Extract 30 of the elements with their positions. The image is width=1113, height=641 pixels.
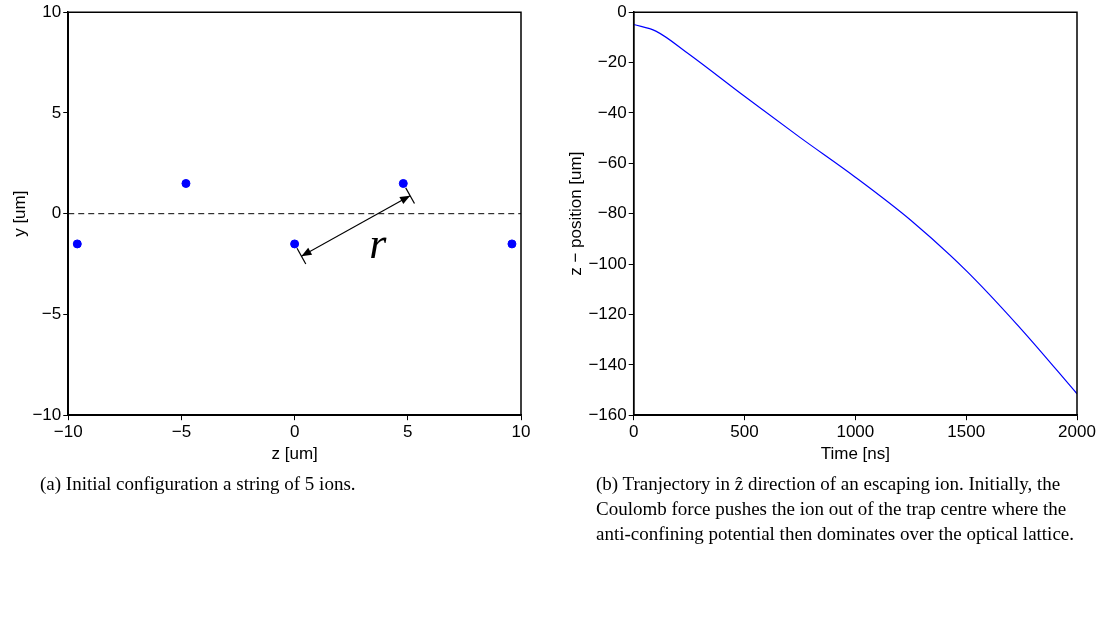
y-axis-title: y [um]: [9, 190, 29, 237]
y-tick-label: −60: [597, 153, 627, 173]
y-tick-label: 0: [617, 1, 627, 21]
y-tick-label: 10: [42, 1, 62, 21]
x-axis-title: Time [ns]: [820, 444, 890, 464]
text: (b) Tranjectory in ẑ direction of an escaping ion. Initially, the Coulomb force pushes the ion out of the trap centre where the anti-confining potential then dominates over the optical lattice.: [596, 472, 1075, 546]
y-tick-label: −80: [597, 203, 627, 223]
y-tick-label: −100: [588, 253, 627, 273]
line-series: [633, 23, 1077, 395]
y-axis-title: z − position [um]: [565, 151, 585, 276]
y-tick-label: −40: [597, 102, 627, 122]
x-tick-label: 1000: [836, 422, 875, 442]
x-tick-label: 0: [289, 422, 300, 442]
annotation: r: [369, 218, 388, 268]
y-tick-label: −140: [588, 354, 627, 374]
x-tick-label: 500: [730, 422, 759, 442]
x-tick-label: 2000: [1058, 422, 1096, 442]
x-axis-title: z [um]: [271, 444, 318, 464]
y-tick-label: 0: [51, 203, 62, 223]
y-tick-label: −10: [32, 404, 62, 424]
text: (a) Initial configuration a string of 5 ions.: [40, 472, 357, 496]
y-tick-label: −20: [597, 52, 627, 72]
x-tick-label: −5: [171, 422, 192, 442]
y-tick-label: −120: [588, 304, 627, 324]
x-tick-label: 1500: [947, 422, 986, 442]
y-tick-label: −5: [41, 304, 62, 324]
x-tick-label: 5: [403, 422, 413, 442]
y-tick-label: −160: [588, 404, 627, 424]
y-tick-label: 5: [51, 102, 62, 122]
x-tick-label: 10: [511, 422, 531, 442]
